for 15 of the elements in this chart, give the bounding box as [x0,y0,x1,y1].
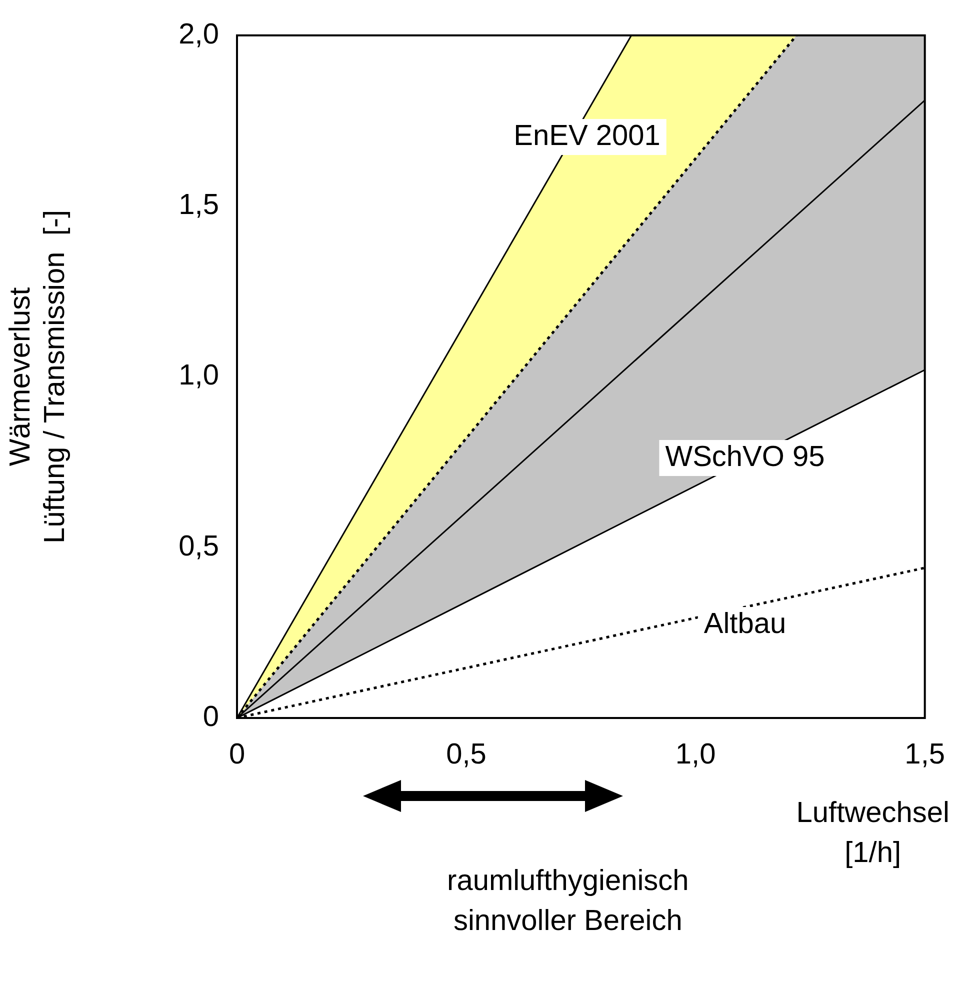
x-tick-label: 0,5 [446,738,486,770]
annotation: EnEV 2001 [514,120,660,152]
x-axis-title: Luftwechsel [1/h] [796,797,950,869]
y-tick-label: 0 [202,701,219,733]
text: raumlufthygienisch sinnvoller Bereich [447,865,689,937]
y-tick-label: 1,5 [178,189,219,222]
y-axis-title: Wärmeverlust Lüftung / Transmission [-] [4,210,72,544]
y-tick-label: 1,0 [178,360,219,392]
y-tick-label: 0,5 [178,530,219,562]
x-tick-label: 0 [228,738,246,770]
annotation: WSchVO 95 [665,441,825,473]
annotation: Altbau [704,608,786,640]
y-tick-label: 2,0 [178,18,219,50]
x-tick-label: 1,0 [675,738,716,770]
x-tick-label: 1,5 [904,738,946,770]
